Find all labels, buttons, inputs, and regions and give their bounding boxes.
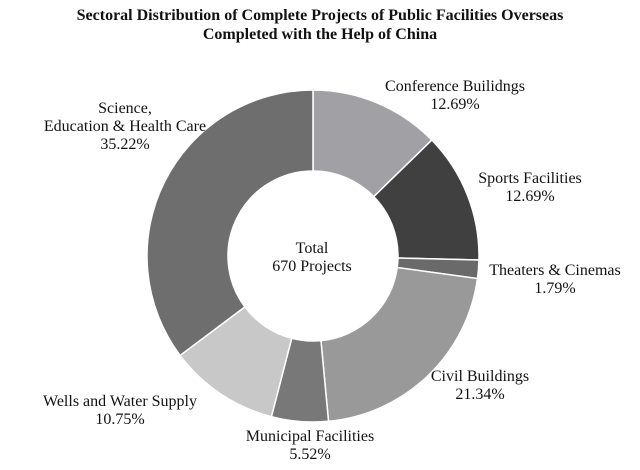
center-label: Total 670 Projects [262, 240, 362, 276]
slice-label-conference: Conference Builidngs 12.69% [385, 78, 525, 113]
slice-label-wells: Wells and Water Supply 10.75% [43, 393, 197, 428]
center-label-line-1: Total [295, 240, 329, 257]
donut-slice-3 [320, 266, 479, 423]
slice-label-municipal: Municipal Facilities 5.52% [245, 428, 375, 463]
slice-label-theaters: Theaters & Cinemas 1.79% [489, 262, 621, 297]
donut-slice-6 [146, 89, 314, 357]
slice-label-science: Science, Education & Health Care 35.22% [43, 100, 207, 153]
title-line-1: Sectoral Distribution of Complete Projec… [76, 7, 564, 24]
chart-title: Sectoral Distribution of Complete Projec… [0, 6, 640, 44]
center-label-line-2: 670 Projects [272, 258, 352, 275]
slice-label-civil: Civil Buildings 21.34% [430, 368, 530, 403]
title-line-2: Completed with the Help of China [202, 26, 438, 43]
slice-label-sports: Sports Facilities 12.69% [478, 170, 582, 205]
